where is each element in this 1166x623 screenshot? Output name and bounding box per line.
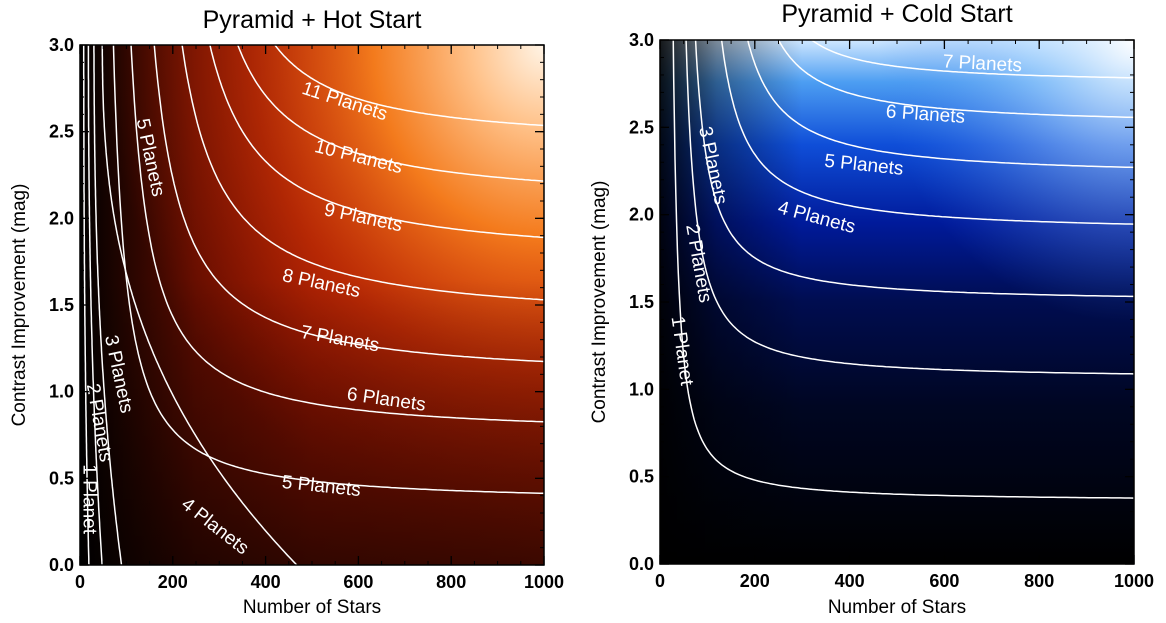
contour-line [236, 45, 544, 182]
y-tick-label: 3.0 [49, 35, 74, 55]
x-tick-label: 0 [655, 571, 665, 591]
x-tick-label: 400 [251, 572, 281, 592]
contour-line [694, 40, 1134, 298]
contour-lines [82, 45, 544, 565]
contour-line [273, 45, 544, 127]
x-axis-label: Number of Stars [828, 597, 966, 618]
contour-label: 1 Planet [78, 464, 99, 534]
contour-line [181, 45, 544, 301]
y-axis-label: Contrast Improvement (mag) [9, 184, 30, 427]
y-axis-label: Contrast Improvement (mag) [589, 181, 610, 424]
chart-title: Pyramid + Cold Start [781, 0, 1012, 28]
y-tick-label: 2.0 [49, 208, 74, 228]
y-tick-label: 1.5 [629, 292, 654, 312]
y-tick-label: 0.0 [49, 555, 74, 575]
contour-line [209, 45, 544, 239]
contour-line [746, 40, 1134, 169]
x-tick-label: 800 [1024, 571, 1054, 591]
y-tick-label: 2.5 [49, 122, 74, 142]
contour-lines [672, 40, 1134, 499]
x-tick-label: 400 [835, 571, 865, 591]
x-tick-label: 800 [436, 572, 466, 592]
y-tick-label: 3.0 [629, 30, 654, 50]
y-tick-label: 2.5 [629, 117, 654, 137]
heatmap-shade [80, 45, 544, 565]
y-tick-label: 1.0 [629, 379, 654, 399]
chart-title: Pyramid + Hot Start [203, 6, 422, 34]
y-tick-label: 1.0 [49, 382, 74, 402]
y-tick-label: 2.0 [629, 205, 654, 225]
contour-line [777, 40, 1134, 119]
contour-line [672, 40, 1134, 499]
contour-line [685, 40, 1134, 375]
contour-line [130, 45, 544, 423]
contour-line [112, 45, 544, 495]
contour-line [810, 40, 1134, 79]
x-tick-label: 600 [343, 572, 373, 592]
heatmap-shade [660, 40, 1134, 564]
contour-line [153, 45, 544, 363]
axis-ticks: 0 200 400 600 800 1000 0.0 0.5 1.0 1.5 2.0 2.5 3.0 [49, 35, 564, 592]
y-tick-label: 0.5 [49, 468, 74, 488]
contour-label: 7 Planets [942, 51, 1022, 76]
x-tick-label: 1000 [524, 572, 564, 592]
x-tick-label: 600 [929, 571, 959, 591]
contour-line [93, 45, 123, 565]
contour-line [101, 45, 298, 565]
x-axis-label: Number of Stars [243, 597, 381, 618]
axis-ticks: 0 200 400 600 800 1000 0.0 0.5 1.0 1.5 2.0 2.5 3.0 [629, 30, 1154, 591]
y-tick-label: 0.5 [629, 467, 654, 487]
x-tick-label: 200 [158, 572, 188, 592]
contour-line [720, 40, 1134, 225]
x-tick-label: 0 [75, 572, 85, 592]
y-tick-label: 1.5 [49, 295, 74, 315]
y-tick-label: 0.0 [629, 554, 654, 574]
x-tick-label: 200 [740, 571, 770, 591]
x-tick-label: 1000 [1114, 571, 1154, 591]
